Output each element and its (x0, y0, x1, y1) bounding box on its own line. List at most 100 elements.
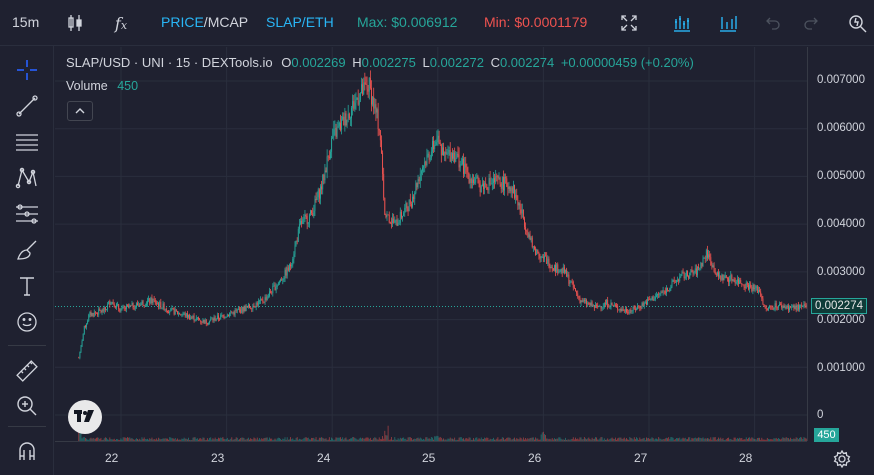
volume-bar (559, 437, 561, 441)
volume-bar (181, 438, 183, 441)
volume-bar (235, 437, 237, 441)
candle-body (429, 157, 431, 160)
symbol-label[interactable]: SLAP/USD · UNI · 15 · DEXTools.io (66, 55, 273, 70)
candle-body (183, 313, 185, 315)
candle-body (376, 109, 378, 113)
volume-bar (672, 437, 674, 441)
quick-search-icon[interactable] (845, 10, 871, 36)
volume-bar (777, 438, 779, 441)
price-mcap-toggle[interactable]: PRICE/MCAP (161, 14, 248, 30)
volume-bar (407, 437, 409, 441)
candle-body (758, 290, 759, 293)
candle-body (787, 305, 789, 311)
volume-bar (759, 437, 761, 441)
candle-body (291, 264, 293, 267)
volume-bar (531, 437, 533, 441)
volume-bar (641, 438, 643, 441)
collapse-legend-button[interactable] (67, 101, 93, 121)
candle-body (639, 306, 641, 309)
candle-body (231, 312, 233, 314)
candle-body (241, 307, 243, 313)
volume-bar (321, 437, 323, 441)
candle-body (327, 156, 329, 157)
fullscreen-icon[interactable] (616, 10, 642, 36)
candle-body (773, 309, 775, 310)
volume-bar (395, 439, 397, 441)
candle-body (694, 268, 696, 273)
candle-body (526, 230, 528, 232)
volume-bar (553, 438, 555, 441)
volume-bar (242, 437, 244, 441)
volume-bar (459, 437, 461, 441)
redo-icon[interactable] (798, 10, 824, 36)
trendline-icon[interactable] (13, 92, 41, 120)
candle-body (206, 323, 208, 325)
candle-body (181, 314, 183, 316)
candle-body (242, 307, 244, 312)
volume-bar (603, 438, 605, 441)
gear-icon[interactable] (831, 448, 853, 470)
volume-bar (604, 439, 606, 441)
volume-bar (659, 438, 661, 441)
mcap-mode[interactable]: MCAP (207, 14, 249, 30)
crosshair-icon[interactable] (13, 56, 41, 84)
pattern-icon[interactable] (13, 164, 41, 192)
candle-body (150, 297, 152, 304)
interval-selector[interactable]: 15m (12, 14, 40, 30)
text-icon[interactable] (13, 272, 41, 300)
price-mode[interactable]: PRICE (161, 14, 204, 30)
candle-body (675, 280, 677, 283)
candle-body (341, 119, 342, 130)
volume-bar (774, 438, 776, 441)
volume-bar (356, 439, 358, 441)
magnet-icon[interactable] (13, 438, 41, 466)
time-axis[interactable]: 22 23 24 25 26 27 28 (55, 441, 807, 475)
candle-body (219, 318, 221, 320)
volume-bar (234, 438, 236, 441)
bars-icon[interactable] (715, 10, 741, 36)
volume-bar (154, 439, 156, 441)
chart-style-icon[interactable] (669, 10, 695, 36)
volume-bar (247, 437, 249, 441)
undo-icon[interactable] (760, 10, 786, 36)
pair-alt-button[interactable]: SLAP/ETH (266, 14, 334, 30)
tradingview-logo[interactable] (68, 400, 102, 434)
indicators-icon[interactable]: fx (114, 13, 128, 33)
volume-bar (210, 437, 212, 441)
volume-bar (595, 437, 596, 441)
candle-body (497, 176, 499, 178)
candle-body (620, 308, 622, 312)
candle-body (621, 309, 623, 312)
volume-bar (313, 437, 315, 441)
fib-icon[interactable] (13, 128, 41, 156)
candle-body (669, 288, 671, 292)
volume-bar (144, 438, 146, 441)
volume-bar (314, 439, 316, 441)
price-chart[interactable] (55, 47, 807, 441)
zoom-in-icon[interactable] (13, 392, 41, 420)
volume-bar (223, 438, 225, 441)
volume-bar (782, 437, 784, 441)
volume-bar (264, 437, 266, 441)
volume-bar (526, 439, 528, 441)
prediction-icon[interactable] (13, 200, 41, 228)
volume-bar (387, 425, 389, 441)
candle-body (199, 319, 201, 321)
candle-body (98, 309, 100, 315)
candle-body (493, 178, 494, 184)
candle-body (562, 267, 564, 273)
emoji-icon[interactable] (13, 308, 41, 336)
volume-bar (450, 438, 452, 441)
volume-bar (456, 439, 458, 441)
brush-icon[interactable] (13, 236, 41, 264)
ruler-icon[interactable] (13, 357, 41, 385)
volume-value: 450 (117, 79, 139, 93)
candle-body (358, 100, 360, 105)
volume-bar (558, 437, 560, 441)
volume-bar (112, 439, 114, 441)
candles-icon[interactable] (62, 10, 88, 36)
price-axis[interactable]: 0.007000 0.006000 0.005000 0.004000 0.00… (807, 47, 874, 441)
volume-bar (311, 437, 313, 441)
chart-grid (55, 47, 807, 441)
candle-body (252, 305, 254, 310)
